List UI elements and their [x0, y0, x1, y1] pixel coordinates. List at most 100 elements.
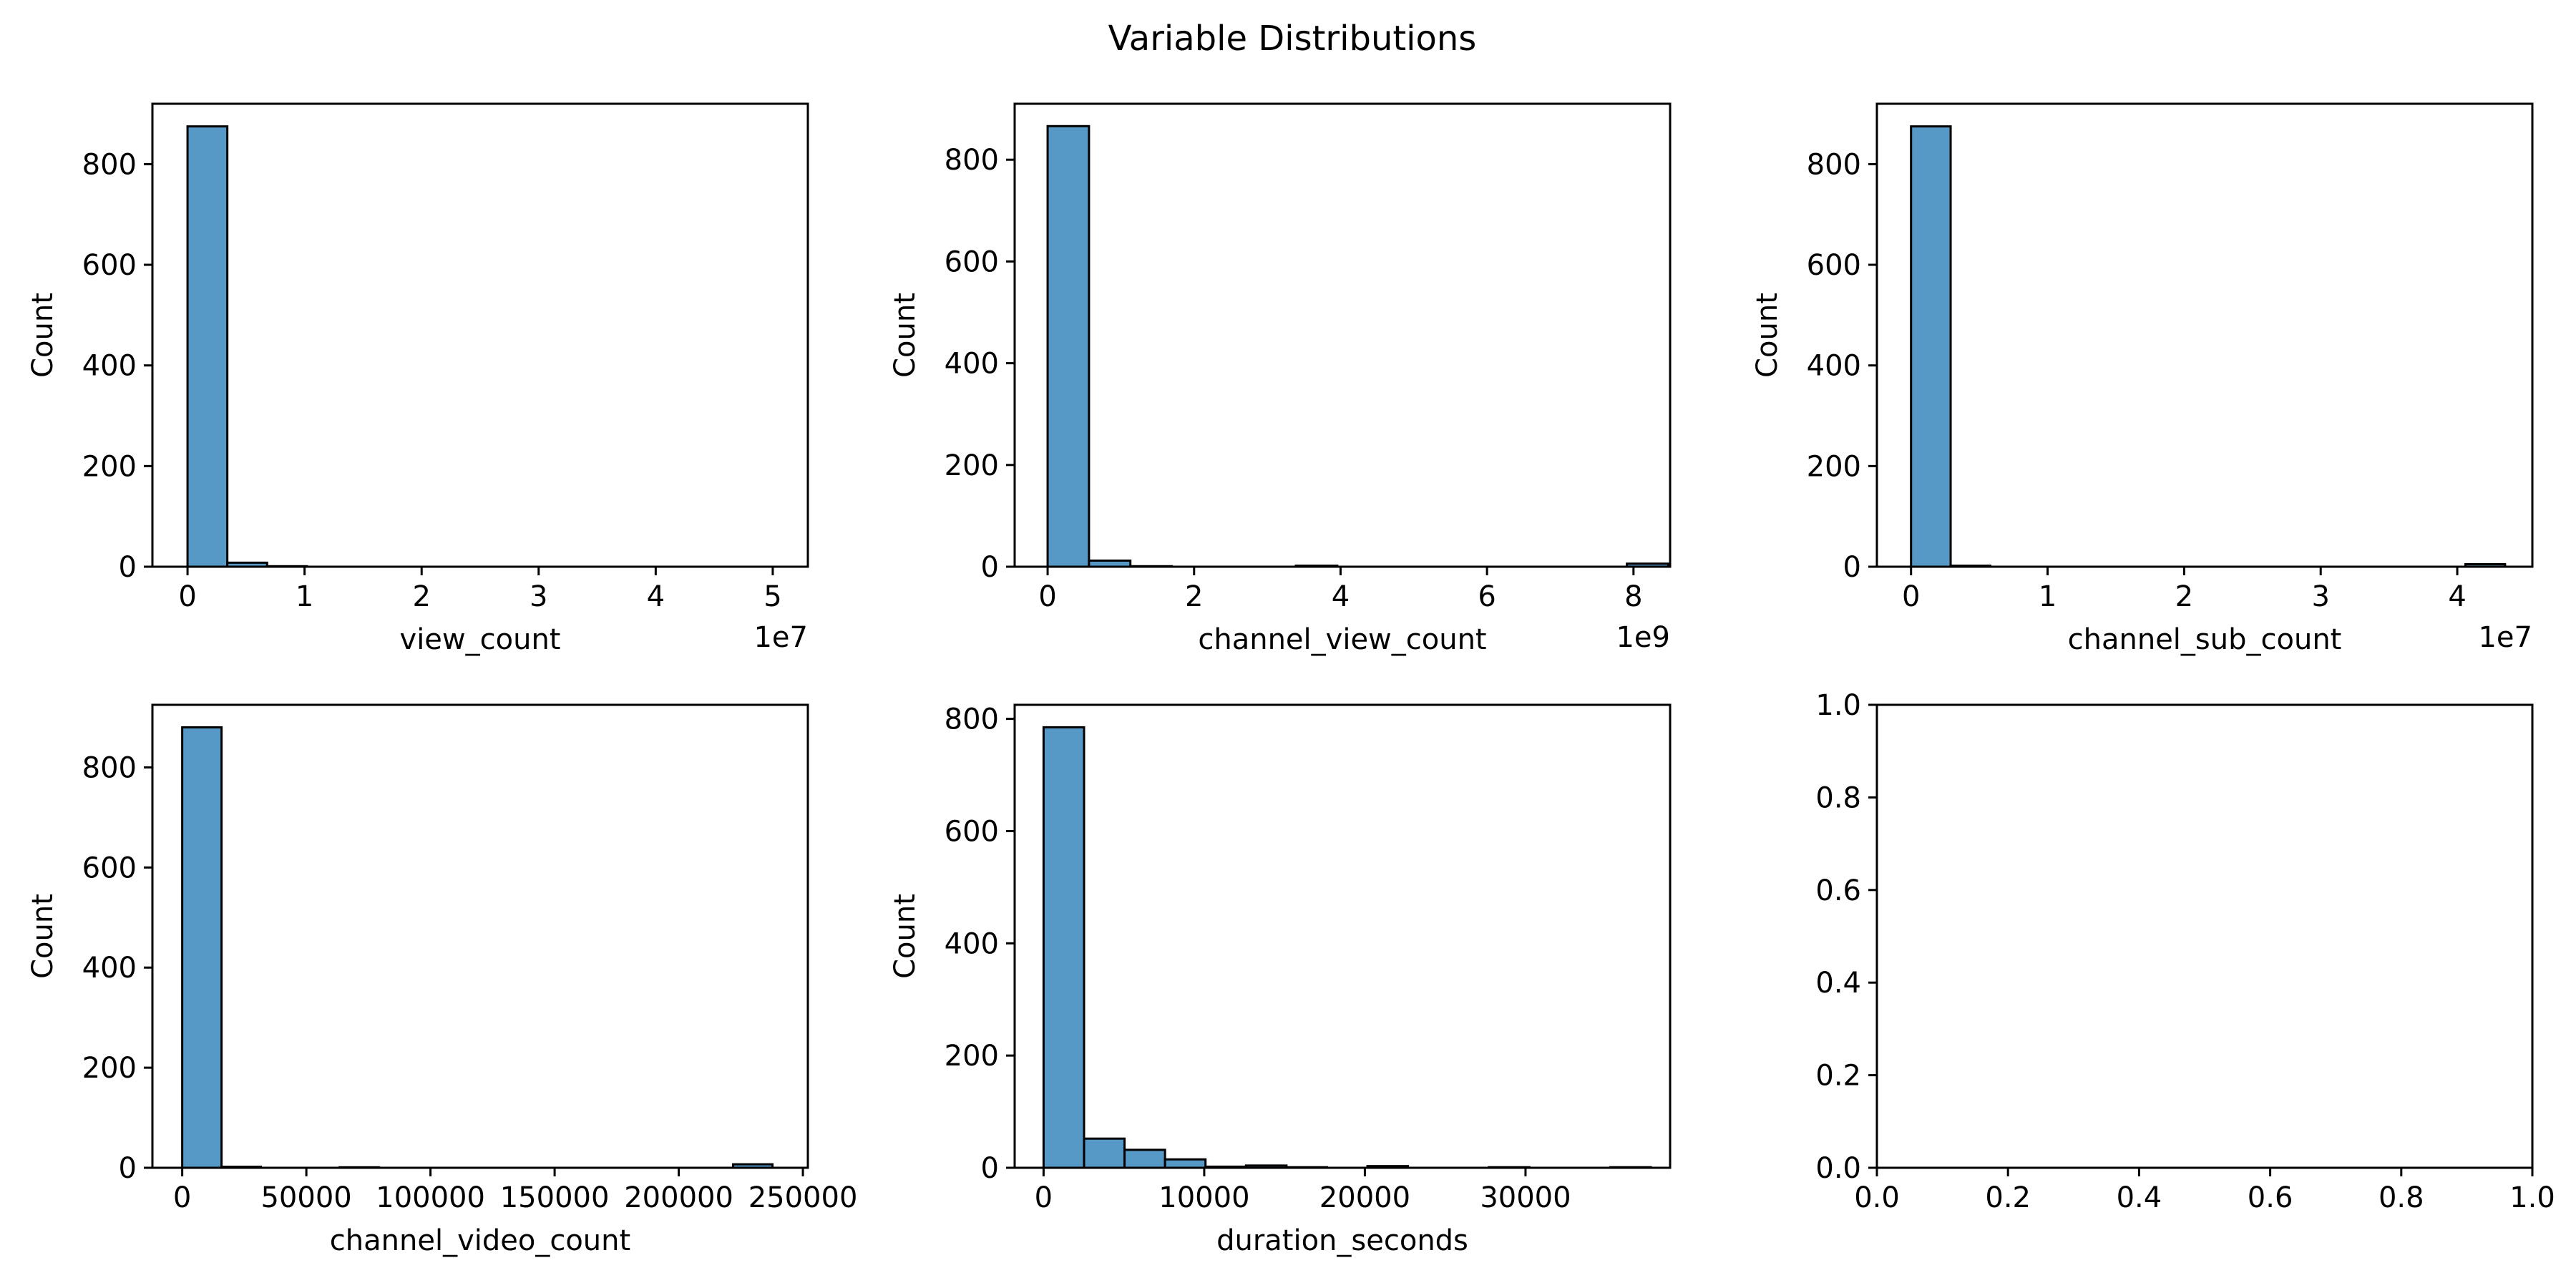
x-tick-label: 1.0: [2509, 1181, 2555, 1214]
y-tick-label: 600: [82, 852, 137, 884]
x-tick-label: 30000: [1480, 1181, 1571, 1214]
histogram-bar: [1910, 125, 1952, 568]
x-tick-label: 1: [296, 580, 313, 613]
x-tick-label: 4: [647, 580, 665, 613]
x-tick-label: 3: [2311, 580, 2329, 613]
y-tick-label: 0.2: [1815, 1060, 1861, 1093]
y-tick-label: 1.0: [1815, 689, 1861, 722]
histogram-bar: [181, 726, 223, 1169]
histogram-bar: [1163, 1158, 1207, 1169]
subplot-3: 0 1 2 3 4 0 200 400 600 800 channel_sub_count Count…: [1751, 102, 2534, 656]
x-tick-label: 6: [1478, 580, 1496, 613]
y-tick-label: 600: [1807, 249, 1861, 282]
histogram-bar: [1042, 726, 1085, 1169]
x-tick-label: 2: [412, 580, 430, 613]
y-tick-label: 600: [945, 815, 999, 848]
x-tick-label: 0: [1902, 580, 1920, 613]
x-tick-label: 0.0: [1854, 1181, 1900, 1214]
histogram-bar: [1123, 1148, 1166, 1169]
x-tick-label: 50000: [260, 1181, 351, 1214]
x-axis-label: channel_view_count: [1198, 623, 1486, 656]
axes-frame: [1013, 703, 1672, 1169]
y-tick-label: 0: [119, 1152, 137, 1185]
axes-frame: [1875, 703, 2534, 1169]
x-tick-label: 100000: [376, 1181, 485, 1214]
y-tick-label: 0.8: [1815, 781, 1861, 814]
x-tick-label: 4: [2448, 580, 2466, 613]
x-offset-text: 1e9: [1616, 621, 1670, 654]
y-tick-label: 200: [82, 1052, 137, 1085]
x-tick-label: 250000: [748, 1181, 858, 1214]
x-tick-label: 200000: [624, 1181, 733, 1214]
y-tick-label: 0: [119, 551, 137, 584]
y-tick-label: 400: [945, 348, 999, 381]
x-tick-label: 0: [173, 1181, 191, 1214]
y-axis-label: Count: [26, 894, 59, 979]
x-tick-label: 0.6: [2248, 1181, 2293, 1214]
y-tick-label: 800: [945, 703, 999, 736]
y-tick-label: 0.4: [1815, 967, 1861, 1000]
y-tick-label: 0: [1843, 551, 1861, 584]
subplot-5: 0 10000 20000 30000 0 200 400 600 800 duration_se…: [889, 703, 1672, 1257]
x-tick-label: 8: [1624, 580, 1642, 613]
y-tick-label: 0: [981, 551, 999, 584]
x-tick-label: 0.8: [2379, 1181, 2424, 1214]
y-tick-label: 800: [82, 148, 137, 181]
subplot-2: 0 2 4 6 8 0 200 400 600 800 channel_view_count Coun…: [889, 102, 1672, 656]
y-tick-label: 800: [1807, 148, 1861, 181]
axes-frame: [1013, 102, 1672, 568]
x-tick-label: 5: [763, 580, 781, 613]
y-tick-label: 200: [945, 449, 999, 482]
y-tick-label: 0.0: [1815, 1152, 1861, 1185]
x-tick-label: 2: [1185, 580, 1203, 613]
x-tick-label: 10000: [1158, 1181, 1249, 1214]
y-axis-label: Count: [889, 293, 922, 378]
x-tick-label: 4: [1332, 580, 1350, 613]
x-tick-label: 0: [1035, 1181, 1053, 1214]
axes-frame: [151, 102, 809, 568]
y-tick-label: 400: [1807, 350, 1861, 383]
x-axis-label: channel_video_count: [330, 1224, 630, 1257]
y-axis-label: Count: [1751, 293, 1784, 378]
x-tick-label: 0.2: [1985, 1181, 2031, 1214]
y-axis-label: Count: [26, 293, 59, 378]
y-tick-label: 0: [981, 1152, 999, 1185]
subplot-4: 0 50000 100000 150000 200000 250000 0 200 400 600…: [26, 703, 858, 1257]
x-tick-label: 0.4: [2117, 1181, 2162, 1214]
x-tick-label: 1: [2039, 580, 2057, 613]
x-offset-text: 1e7: [2478, 621, 2532, 654]
histogram-bar: [1083, 1137, 1126, 1169]
axes-frame: [1875, 102, 2534, 568]
subplot-6: 0.0 0.2 0.4 0.6 0.8 1.0 0.0 0.2 0.4 0.6 0.8 1.0: [1815, 689, 2555, 1214]
x-axis-label: duration_seconds: [1216, 1224, 1468, 1257]
subplot-1: 0 1 2 3 4 5 0 200 400 600 800 view_count Count 1e7: [26, 102, 809, 656]
y-tick-label: 0.6: [1815, 874, 1861, 907]
x-tick-label: 20000: [1319, 1181, 1410, 1214]
histogram-bar: [186, 125, 229, 568]
x-tick-label: 0: [178, 580, 196, 613]
y-tick-label: 400: [82, 952, 137, 985]
y-tick-label: 600: [82, 249, 137, 282]
x-tick-label: 150000: [500, 1181, 610, 1214]
x-axis-label: view_count: [400, 623, 561, 656]
y-tick-label: 400: [945, 927, 999, 960]
y-tick-label: 600: [945, 245, 999, 278]
x-axis-label: channel_sub_count: [2068, 623, 2342, 656]
y-tick-label: 200: [945, 1040, 999, 1073]
y-tick-label: 200: [82, 450, 137, 483]
histogram-bar: [1046, 125, 1091, 568]
y-axis-label: Count: [889, 894, 922, 979]
x-tick-label: 3: [530, 580, 547, 613]
y-tick-label: 200: [1807, 450, 1861, 483]
figure-title: Variable Distributions: [1108, 19, 1477, 59]
x-tick-label: 0: [1038, 580, 1056, 613]
y-tick-label: 800: [82, 751, 137, 784]
x-tick-label: 2: [2175, 580, 2193, 613]
y-tick-label: 400: [82, 350, 137, 383]
axes-frame: [151, 703, 809, 1169]
y-tick-label: 800: [945, 144, 999, 177]
x-offset-text: 1e7: [753, 621, 808, 654]
